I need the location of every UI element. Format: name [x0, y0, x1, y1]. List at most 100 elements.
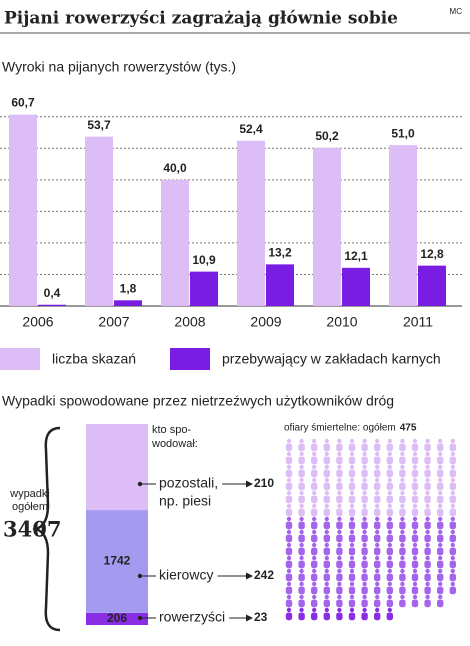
icon-body	[437, 534, 444, 543]
icon-head	[412, 581, 418, 587]
icon-body	[336, 495, 343, 504]
brace	[32, 426, 61, 632]
icon-head	[438, 503, 443, 509]
icon-head	[450, 529, 455, 535]
icon-body	[285, 612, 293, 621]
icon-head	[286, 568, 292, 574]
icon-head	[400, 542, 405, 548]
icon-head	[375, 516, 380, 522]
icon-body	[311, 534, 318, 543]
bar	[85, 136, 113, 306]
icon-head	[400, 568, 405, 574]
icon-head	[387, 516, 392, 522]
icon-body	[437, 586, 444, 595]
icon-head	[286, 581, 292, 587]
icon-body	[298, 508, 305, 517]
value-label: 10,9	[192, 253, 216, 267]
icon-head	[349, 490, 355, 496]
icon-body	[411, 482, 419, 491]
icon-head	[400, 555, 405, 561]
icon-head	[312, 568, 317, 574]
legend-swatch	[0, 348, 40, 370]
icon-body	[323, 573, 330, 582]
icon-body	[285, 573, 293, 582]
icon-body	[424, 521, 431, 530]
icon-body	[374, 521, 381, 530]
icon-head	[337, 542, 342, 548]
icon-body	[449, 469, 456, 478]
icon-body	[336, 443, 343, 452]
icon-head	[312, 607, 317, 613]
icon-body	[399, 599, 406, 608]
bar	[9, 114, 37, 306]
chart-title: Wypadki spowodowane przez nietrzeźwych u…	[2, 393, 394, 409]
icon-body	[386, 521, 393, 530]
icon-body	[386, 599, 393, 608]
icon-body	[285, 508, 293, 517]
icon-body	[437, 547, 444, 556]
value-label: 0,4	[44, 286, 61, 300]
icon-head	[387, 503, 392, 509]
icon-head	[286, 490, 292, 496]
icon-body	[348, 456, 356, 465]
icon-body	[285, 534, 293, 543]
icon-body	[424, 534, 431, 543]
icon-head	[412, 451, 418, 457]
icon-body	[437, 573, 444, 582]
icon-head	[438, 490, 443, 496]
pictogram-total: 475	[400, 423, 417, 434]
icon-head	[349, 477, 355, 483]
icon-head	[286, 555, 292, 561]
pictogram-value: 242	[254, 568, 274, 582]
legend-swatch	[170, 348, 210, 370]
icon-body	[449, 456, 456, 465]
icon-body	[449, 521, 456, 530]
icon-body	[361, 495, 368, 504]
icon-head	[450, 516, 455, 522]
icon-head	[337, 438, 342, 444]
icon-body	[285, 521, 293, 530]
category-label: pozostali,	[159, 475, 218, 491]
x-tick-label: 2010	[326, 314, 357, 330]
icon-body	[336, 456, 343, 465]
icon-head	[450, 503, 455, 509]
icon-head	[337, 555, 342, 561]
icon-body	[437, 456, 444, 465]
bar	[313, 147, 341, 306]
icon-head	[312, 464, 317, 470]
icon-body	[374, 508, 381, 517]
icon-head	[337, 529, 342, 535]
icon-head	[375, 438, 380, 444]
icon-body	[361, 586, 368, 595]
icon-body	[411, 443, 419, 452]
icon-body	[424, 495, 431, 504]
icon-head	[362, 581, 367, 587]
icon-head	[450, 464, 455, 470]
icon-head	[412, 568, 418, 574]
icon-head	[362, 516, 367, 522]
icon-head	[375, 451, 380, 457]
icon-head	[425, 542, 430, 548]
icon-body	[411, 508, 419, 517]
icon-head	[286, 503, 292, 509]
icon-head	[299, 438, 304, 444]
total-label: wypadki	[9, 488, 50, 500]
icon-head	[400, 464, 405, 470]
icon-body	[361, 456, 368, 465]
icon-head	[337, 568, 342, 574]
icon-head	[349, 464, 355, 470]
value-label: 53,7	[87, 118, 111, 132]
icon-body	[449, 534, 456, 543]
icon-body	[311, 599, 318, 608]
icon-head	[362, 490, 367, 496]
icon-head	[349, 594, 355, 600]
icon-head	[425, 438, 430, 444]
icon-body	[411, 599, 419, 608]
icon-head	[324, 516, 329, 522]
icon-body	[323, 456, 330, 465]
icon-head	[438, 516, 443, 522]
icon-body	[374, 586, 381, 595]
icon-head	[286, 542, 292, 548]
icon-body	[323, 508, 330, 517]
total-label: ogółem	[12, 501, 48, 513]
